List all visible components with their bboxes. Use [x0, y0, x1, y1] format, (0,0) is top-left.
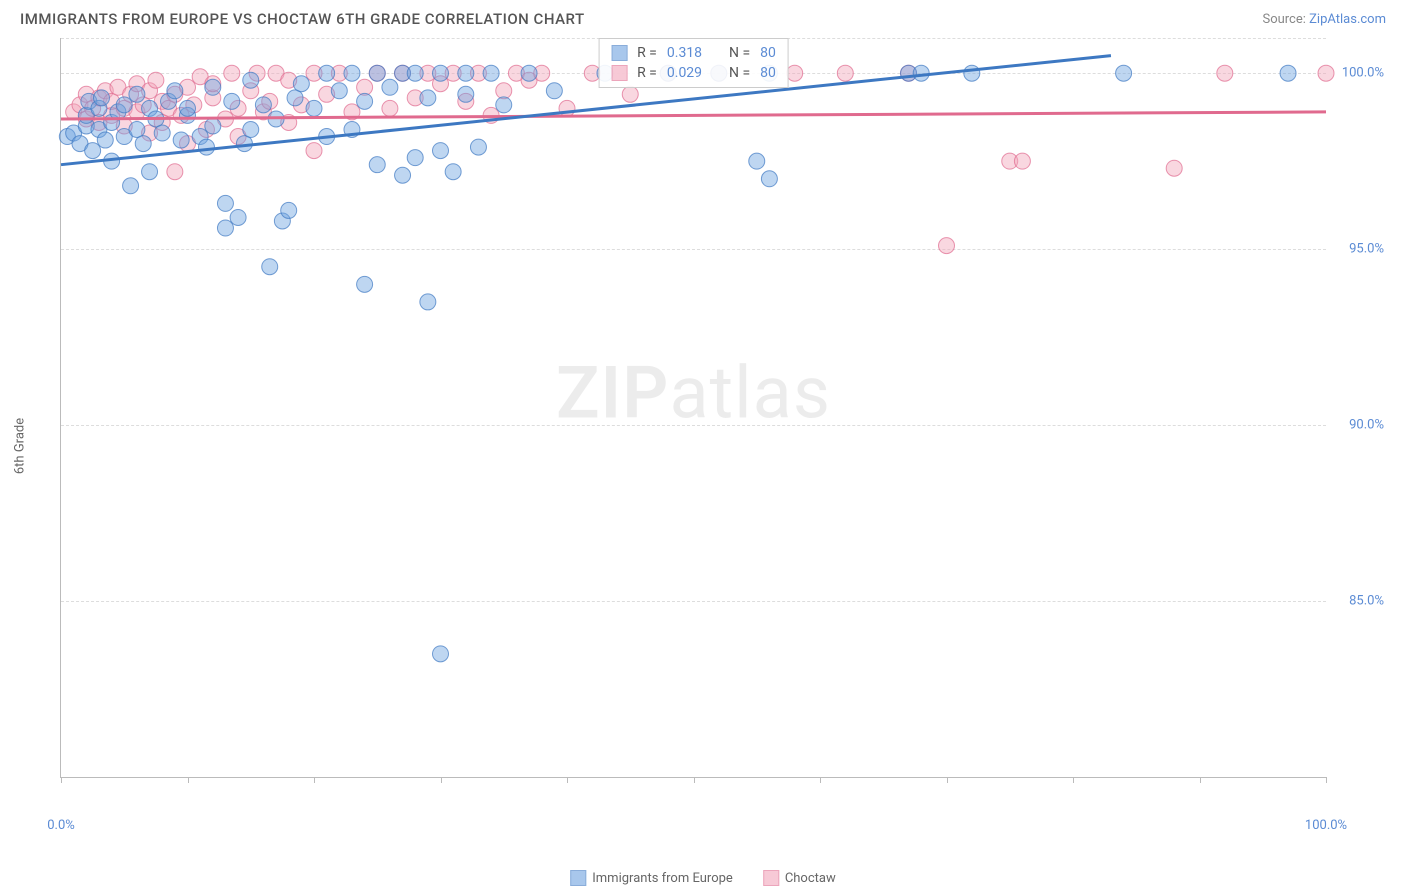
stats-row-series2: R = 0.029 N = 80 — [611, 63, 776, 83]
stats-swatch-series2 — [611, 65, 627, 81]
source-link[interactable]: ZipAtlas.com — [1309, 12, 1386, 27]
chart-area: ZIPatlas R = 0.318 N = 80 R = 0.029 N = … — [60, 38, 1386, 798]
source-attribution: Source: ZipAtlas.com — [1262, 12, 1386, 27]
chart-header: IMMIGRANTS FROM EUROPE VS CHOCTAW 6TH GR… — [0, 0, 1406, 34]
y-tick-label: 90.0% — [1330, 418, 1384, 433]
plot-area: ZIPatlas R = 0.318 N = 80 R = 0.029 N = … — [60, 38, 1326, 778]
x-tick-label: 0.0% — [47, 818, 75, 833]
stats-n-value-2: 80 — [760, 65, 776, 81]
legend-item-series1: Immigrants from Europe — [570, 870, 733, 886]
legend-swatch-series1 — [570, 870, 586, 886]
stats-n-label: N = — [729, 45, 750, 61]
y-tick-label: 85.0% — [1330, 594, 1384, 609]
stats-r-label-2: R = — [637, 65, 657, 81]
y-axis-label: 6th Grade — [13, 418, 28, 474]
legend: Immigrants from Europe Choctaw — [570, 870, 836, 886]
correlation-stats-box: R = 0.318 N = 80 R = 0.029 N = 80 — [598, 38, 789, 88]
stats-n-label-2: N = — [729, 65, 750, 81]
plot-svg — [61, 38, 1326, 777]
stats-r-value-2: 0.029 — [667, 65, 702, 81]
legend-label-series1: Immigrants from Europe — [592, 871, 733, 886]
source-label: Source: — [1262, 12, 1309, 27]
y-tick-label: 100.0% — [1330, 66, 1384, 81]
stats-swatch-series1 — [611, 45, 627, 61]
stats-r-value-1: 0.318 — [667, 45, 702, 61]
stats-n-value-1: 80 — [760, 45, 776, 61]
chart-title: IMMIGRANTS FROM EUROPE VS CHOCTAW 6TH GR… — [20, 10, 585, 28]
x-tick-label: 100.0% — [1305, 818, 1347, 833]
stats-r-label: R = — [637, 45, 657, 61]
stats-row-series1: R = 0.318 N = 80 — [611, 43, 776, 63]
legend-item-series2: Choctaw — [763, 870, 836, 886]
legend-label-series2: Choctaw — [785, 871, 836, 886]
y-tick-label: 95.0% — [1330, 242, 1384, 257]
legend-swatch-series2 — [763, 870, 779, 886]
